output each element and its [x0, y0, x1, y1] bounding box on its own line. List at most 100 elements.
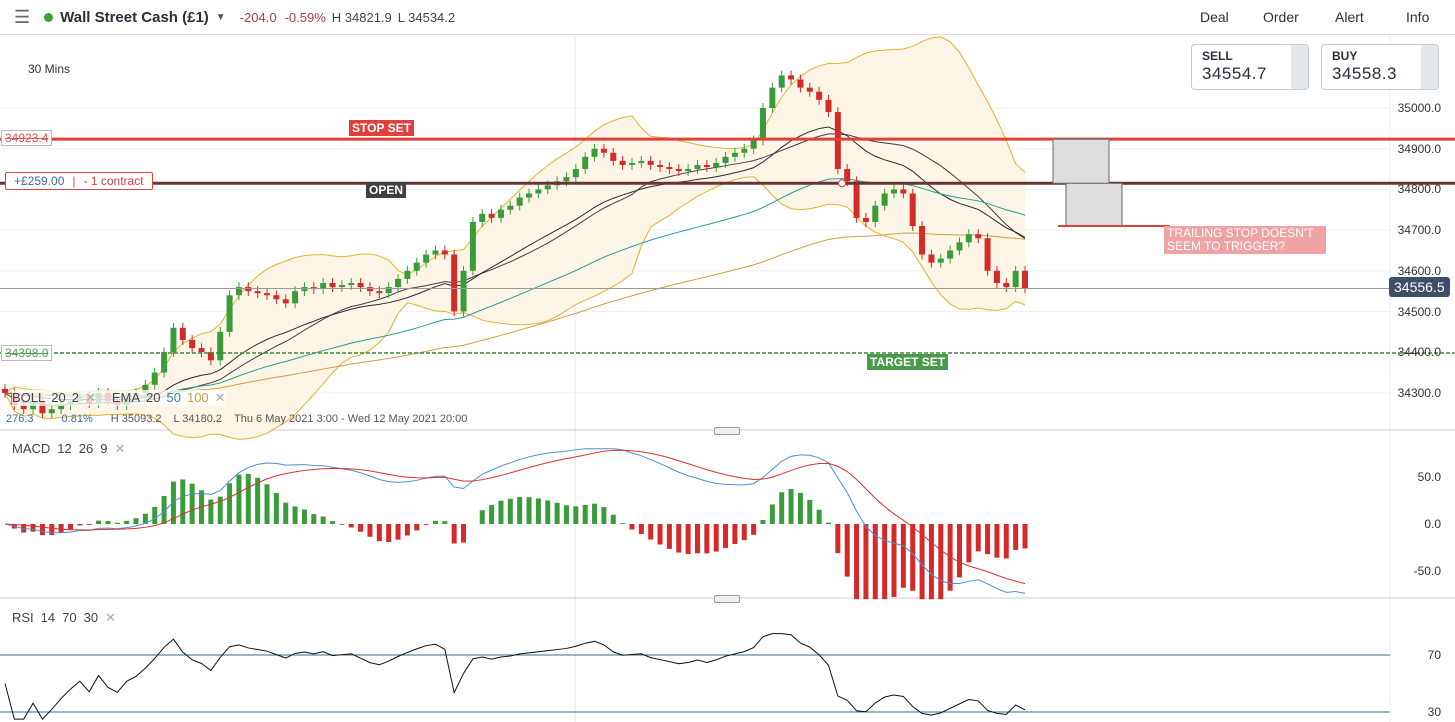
order-tab[interactable]: Order [1263, 9, 1299, 25]
stop-price-label[interactable]: 34923.4 [1, 130, 53, 146]
alert-tab[interactable]: Alert [1335, 9, 1364, 25]
rsi-oversold: 30 [83, 610, 99, 625]
macd-histogram-bar [854, 524, 860, 600]
annotation-note[interactable]: TRAILING STOP DOESN'T SEEM TO TRIGGER? [1164, 226, 1326, 254]
macd-histogram-bar [956, 524, 962, 578]
menu-icon[interactable]: ☰ [14, 6, 31, 27]
macd-histogram-bar [545, 500, 551, 524]
open-position-label[interactable]: +£259.00 | - 1 contract [5, 172, 153, 190]
macd-histogram-bar [601, 507, 607, 524]
ema-label[interactable]: EMA [111, 390, 141, 405]
indicator-legend: BOLL 20 2 ✕ EMA 20 50 100 ✕ [12, 390, 226, 406]
candle-body [58, 405, 65, 410]
day-high: H 34821.9 [331, 9, 392, 25]
boll-label[interactable]: BOLL [12, 390, 46, 405]
candle-body [507, 205, 514, 210]
macd-histogram-bar [788, 488, 794, 524]
macd-label[interactable]: MACD [12, 441, 51, 456]
candle-body [320, 283, 327, 290]
candle-body [993, 270, 1000, 284]
timeframe-label[interactable]: 30 Mins [28, 62, 71, 76]
info-tab[interactable]: Info [1406, 9, 1430, 25]
chevron-down-icon[interactable]: ▼ [215, 11, 226, 23]
macd-histogram-bar [320, 516, 326, 524]
rsi-legend: RSI 14 70 30 ✕ [12, 610, 116, 626]
macd-histogram-bar [208, 499, 214, 524]
candle-body [788, 75, 795, 80]
macd-histogram-bar [283, 502, 289, 524]
macd-histogram-bar [517, 497, 523, 524]
candle-body [235, 287, 242, 296]
ema-period-2: 50 [166, 390, 181, 405]
candle-body [675, 169, 682, 172]
candle-body [497, 209, 504, 218]
candle-body [610, 152, 617, 161]
buy-button[interactable]: BUY 34558.3 [1321, 44, 1439, 90]
price-change: -204.0 [239, 9, 277, 25]
macd-histogram-bar [96, 520, 102, 524]
header: ☰ Wall Street Cash (£1) ▼ -204.0 -0.59% … [0, 0, 1455, 35]
candle-body [460, 270, 467, 312]
y-axis-tick: 34800.0 [1397, 182, 1441, 197]
macd-histogram-bar [900, 524, 906, 588]
macd-histogram-bar [77, 524, 83, 526]
instrument-name[interactable]: Wall Street Cash (£1) [60, 8, 209, 26]
macd-histogram-bar [348, 524, 354, 528]
remove-rsi-icon[interactable]: ✕ [105, 610, 116, 625]
buy-price: 34558.3 [1332, 64, 1397, 83]
candle-body [544, 185, 551, 190]
candle-body [853, 181, 860, 218]
candle-body [161, 352, 168, 373]
macd-histogram-bar [170, 481, 176, 524]
macd-histogram-bar [713, 524, 719, 552]
sell-button[interactable]: SELL 34554.7 [1191, 44, 1309, 90]
price-chart[interactable] [0, 35, 1455, 722]
macd-histogram-bar [189, 483, 195, 524]
deal-tab[interactable]: Deal [1200, 9, 1229, 25]
candle-body [919, 226, 926, 255]
macd-tick: 0.0 [1424, 517, 1441, 531]
pane-resize-handle[interactable] [714, 427, 740, 435]
macd-histogram-bar [844, 524, 850, 577]
macd-fast: 12 [57, 441, 72, 456]
candle-body [778, 75, 785, 88]
candle-body [731, 152, 738, 157]
macd-histogram-bar [301, 509, 307, 524]
y-axis-tick: 34900.0 [1397, 141, 1441, 156]
candle-body [816, 91, 823, 100]
macd-tick: 50.0 [1417, 470, 1441, 484]
candle-body [142, 384, 149, 393]
macd-histogram-bar [891, 524, 897, 597]
candle-body [198, 348, 205, 353]
macd-histogram-bar [461, 524, 467, 543]
candle-body [535, 189, 542, 194]
remove-macd-icon[interactable]: ✕ [114, 441, 126, 456]
macd-histogram-bar [49, 524, 55, 536]
remove-boll-icon[interactable]: ✕ [84, 390, 96, 405]
candle-body [469, 221, 476, 271]
candle-body [657, 164, 664, 168]
candle-body [245, 287, 252, 292]
target-price-label[interactable]: 34398.0 [1, 345, 53, 361]
macd-histogram-bar [872, 524, 878, 600]
macd-histogram-bar [554, 502, 560, 524]
macd-histogram-bar [938, 524, 944, 600]
range-pct: 0.81% [61, 413, 93, 425]
macd-tick: -50.0 [1413, 564, 1441, 578]
rsi-label[interactable]: RSI [12, 610, 34, 625]
candle-body [797, 79, 804, 88]
macd-histogram-bar [732, 524, 738, 545]
macd-histogram-bar [694, 524, 700, 554]
macd-histogram-bar [723, 524, 729, 548]
candle-body [151, 372, 158, 385]
pane-resize-handle[interactable] [714, 595, 740, 603]
candle-body [348, 283, 355, 286]
candle-body [984, 238, 991, 271]
candle-body [404, 270, 411, 279]
stop-set-tag: STOP SET [349, 120, 414, 136]
market-open-icon [44, 12, 54, 22]
candle-body [638, 160, 645, 163]
remove-ema-icon[interactable]: ✕ [214, 390, 226, 405]
candle-body [666, 167, 673, 170]
entry-marker [838, 179, 846, 188]
